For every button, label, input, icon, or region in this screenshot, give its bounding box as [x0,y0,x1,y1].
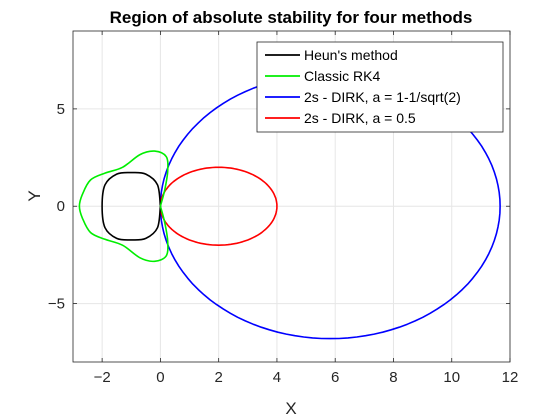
legend-label: Heun's method [304,47,398,63]
legend-label: Classic RK4 [304,68,380,84]
y-tick-label: 0 [57,198,65,215]
y-tick-label: 5 [57,101,65,118]
x-tick-label: 0 [156,369,164,386]
plot-frame [72,30,511,363]
x-tick-label: −2 [94,369,111,386]
x-tick-label: 12 [502,369,519,386]
y-tick-label: −5 [48,296,65,313]
legend-label: 2s - DIRK, a = 1-1/sqrt(2) [304,89,461,105]
series-line-0 [101,171,162,241]
series-group [78,73,501,340]
x-tick-label: 10 [443,369,460,386]
chart-title: Region of absolute stability for four me… [110,8,473,27]
x-tick-label: 4 [273,369,281,386]
legend: Heun's method Classic RK4 2s - DIRK, a = 1… [256,41,504,133]
series-line-3 [159,166,278,246]
y-axis-label: Y [25,190,44,201]
x-tick-label: 8 [389,369,397,386]
x-tick-label: 2 [214,369,222,386]
curves [78,73,501,340]
x-axis-label: X [285,399,296,418]
ticks: −2 0 2 4 6 8 10 12 −5 0 5 [48,31,518,386]
series-line-2 [159,73,501,340]
legend-box [256,41,504,133]
x-tick-label: 6 [331,369,339,386]
series-line-1 [78,150,169,263]
legend-label: 2s - DIRK, a = 0.5 [304,110,416,126]
